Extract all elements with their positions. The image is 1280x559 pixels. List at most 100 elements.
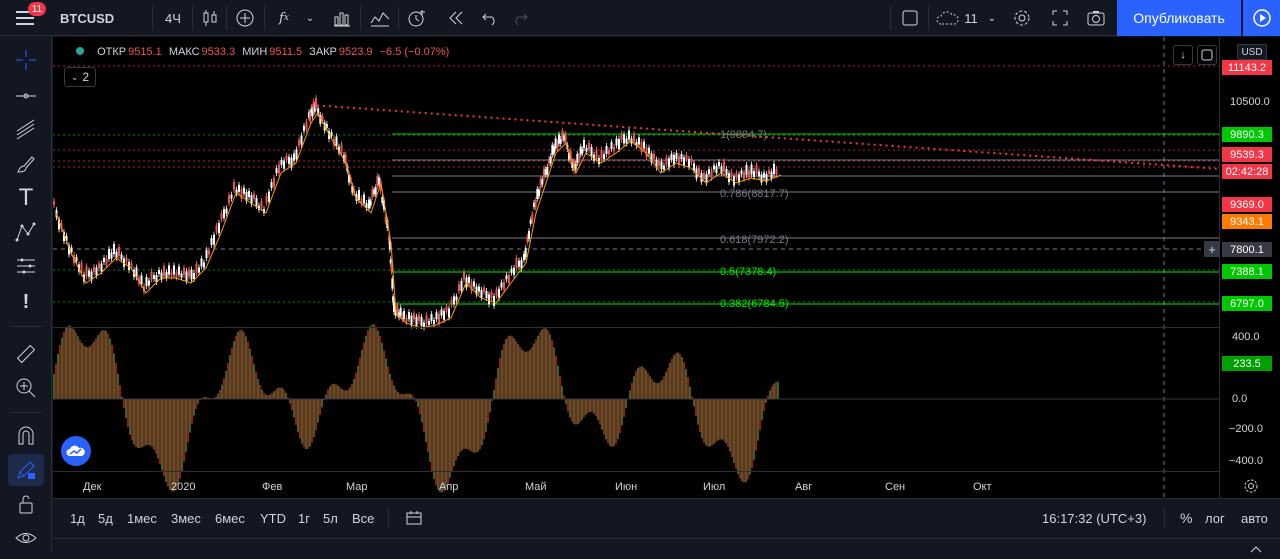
undo-icon[interactable]: [476, 0, 504, 36]
lock-icon[interactable]: [8, 488, 44, 520]
oscillator-bar: [69, 326, 71, 399]
candle-body: [768, 170, 770, 174]
candle-body: [681, 154, 683, 159]
publish-button[interactable]: Опубликовать: [1117, 0, 1241, 36]
range-5y[interactable]: 5л: [323, 499, 338, 537]
candle-body: [511, 269, 513, 273]
chart-pane[interactable]: [53, 37, 1280, 498]
templates-icon[interactable]: [328, 0, 356, 36]
candle-body: [658, 161, 660, 166]
oscillator-bar: [693, 399, 695, 406]
trend-line-icon[interactable]: [8, 80, 44, 112]
icons-tool-icon[interactable]: !: [8, 286, 44, 318]
range-3m[interactable]: 3мес: [171, 499, 201, 537]
range-1d[interactable]: 1д: [70, 499, 85, 537]
candle-body: [468, 277, 470, 283]
candle-body: [663, 166, 665, 170]
date-range-icon[interactable]: [405, 499, 423, 537]
symbol-search[interactable]: BTCUSD: [60, 0, 140, 36]
channel-icon[interactable]: [8, 114, 44, 146]
oscillator-bar: [393, 386, 395, 399]
eye-icon[interactable]: [8, 522, 44, 554]
chevron-up-icon[interactable]: [1248, 541, 1264, 551]
scroll-to-end-icon[interactable]: ↓: [1173, 45, 1193, 65]
text-tool-icon[interactable]: T: [8, 182, 44, 214]
oscillator-bar: [775, 382, 777, 399]
add-icon[interactable]: +: [1204, 241, 1220, 257]
zoom-in-icon[interactable]: [8, 372, 44, 404]
candles-icon[interactable]: [196, 0, 224, 36]
candle-body: [565, 134, 567, 142]
pattern-icon[interactable]: [8, 216, 44, 248]
oscillator-bar: [197, 399, 199, 404]
oscillator-bar: [705, 399, 707, 445]
oscillator-bar: [99, 332, 101, 399]
gear-icon[interactable]: [1008, 0, 1036, 36]
range-6m[interactable]: 6мес: [215, 499, 245, 537]
oscillator-bar: [237, 332, 239, 399]
oscillator-bar: [117, 374, 119, 399]
candle-body: [601, 150, 603, 159]
oscillator-bar: [193, 399, 195, 416]
oscillator-bar: [689, 387, 691, 399]
compare-icon[interactable]: [230, 0, 260, 36]
candle-body: [606, 146, 608, 154]
interval-button[interactable]: 4Ч: [156, 0, 190, 36]
fullscreen-icon[interactable]: [1046, 0, 1074, 36]
maximize-pane-icon[interactable]: [1197, 45, 1217, 65]
redo-icon[interactable]: [506, 0, 534, 36]
oscillator-bar: [651, 379, 653, 399]
auto-toggle[interactable]: авто: [1241, 499, 1268, 537]
candle-body: [461, 281, 463, 291]
magnet-icon[interactable]: [8, 420, 44, 452]
replay-icon[interactable]: [442, 0, 470, 36]
oscillator-bar: [771, 386, 773, 399]
range-ytd[interactable]: YTD: [260, 499, 286, 537]
oscillator-bar: [501, 350, 503, 399]
candle-body: [458, 284, 460, 291]
oscillator-bar: [523, 351, 525, 399]
log-toggle[interactable]: лог: [1205, 499, 1225, 537]
chevron-down-icon[interactable]: ⌄: [984, 0, 1000, 36]
candle-body: [183, 268, 185, 275]
time-tick: 2020: [171, 481, 195, 493]
oscillator-bar: [551, 340, 553, 399]
oscillator-bar: [223, 378, 225, 399]
range-1m[interactable]: 1мес: [127, 499, 157, 537]
camera-icon[interactable]: [1082, 0, 1110, 36]
oscillator-bar: [583, 399, 585, 417]
oscillator-bar: [621, 399, 623, 426]
oscillator-bar: [161, 399, 163, 470]
candle-body: [281, 160, 283, 165]
financials-icon[interactable]: [366, 0, 394, 36]
currency-button[interactable]: USD: [1237, 44, 1267, 60]
brush-icon[interactable]: [8, 148, 44, 180]
layout-icon[interactable]: [896, 0, 924, 36]
clock-time[interactable]: 16:17:32 (UTC+3): [1042, 499, 1146, 537]
range-all[interactable]: Все: [352, 499, 374, 537]
candle-body: [168, 266, 170, 275]
oscillator-bar: [613, 399, 615, 446]
prediction-icon[interactable]: [8, 250, 44, 282]
oscillator-bar: [675, 353, 677, 399]
candle-body: [268, 192, 270, 202]
drawing-mode-icon[interactable]: [8, 454, 44, 486]
alert-icon[interactable]: [402, 0, 432, 36]
range-1y[interactable]: 1г: [298, 499, 310, 537]
settings-icon[interactable]: [1242, 477, 1260, 495]
percent-toggle[interactable]: %: [1180, 499, 1192, 537]
play-icon[interactable]: [1243, 0, 1280, 36]
oscillator-bar: [221, 385, 223, 399]
collapse-indicators-button[interactable]: ⌄2: [64, 67, 96, 87]
logo-icon[interactable]: [61, 436, 91, 466]
crosshair-icon[interactable]: [8, 44, 44, 76]
candle-body: [181, 274, 183, 278]
oscillator-bar: [683, 362, 685, 399]
oscillator-bar: [687, 377, 689, 399]
cloud-icon[interactable]: [932, 0, 964, 36]
range-5d[interactable]: 5д: [98, 499, 113, 537]
time-tick: Апр: [439, 481, 458, 493]
ruler-icon[interactable]: [8, 338, 44, 370]
chevron-down-icon[interactable]: ⌄: [302, 0, 318, 36]
